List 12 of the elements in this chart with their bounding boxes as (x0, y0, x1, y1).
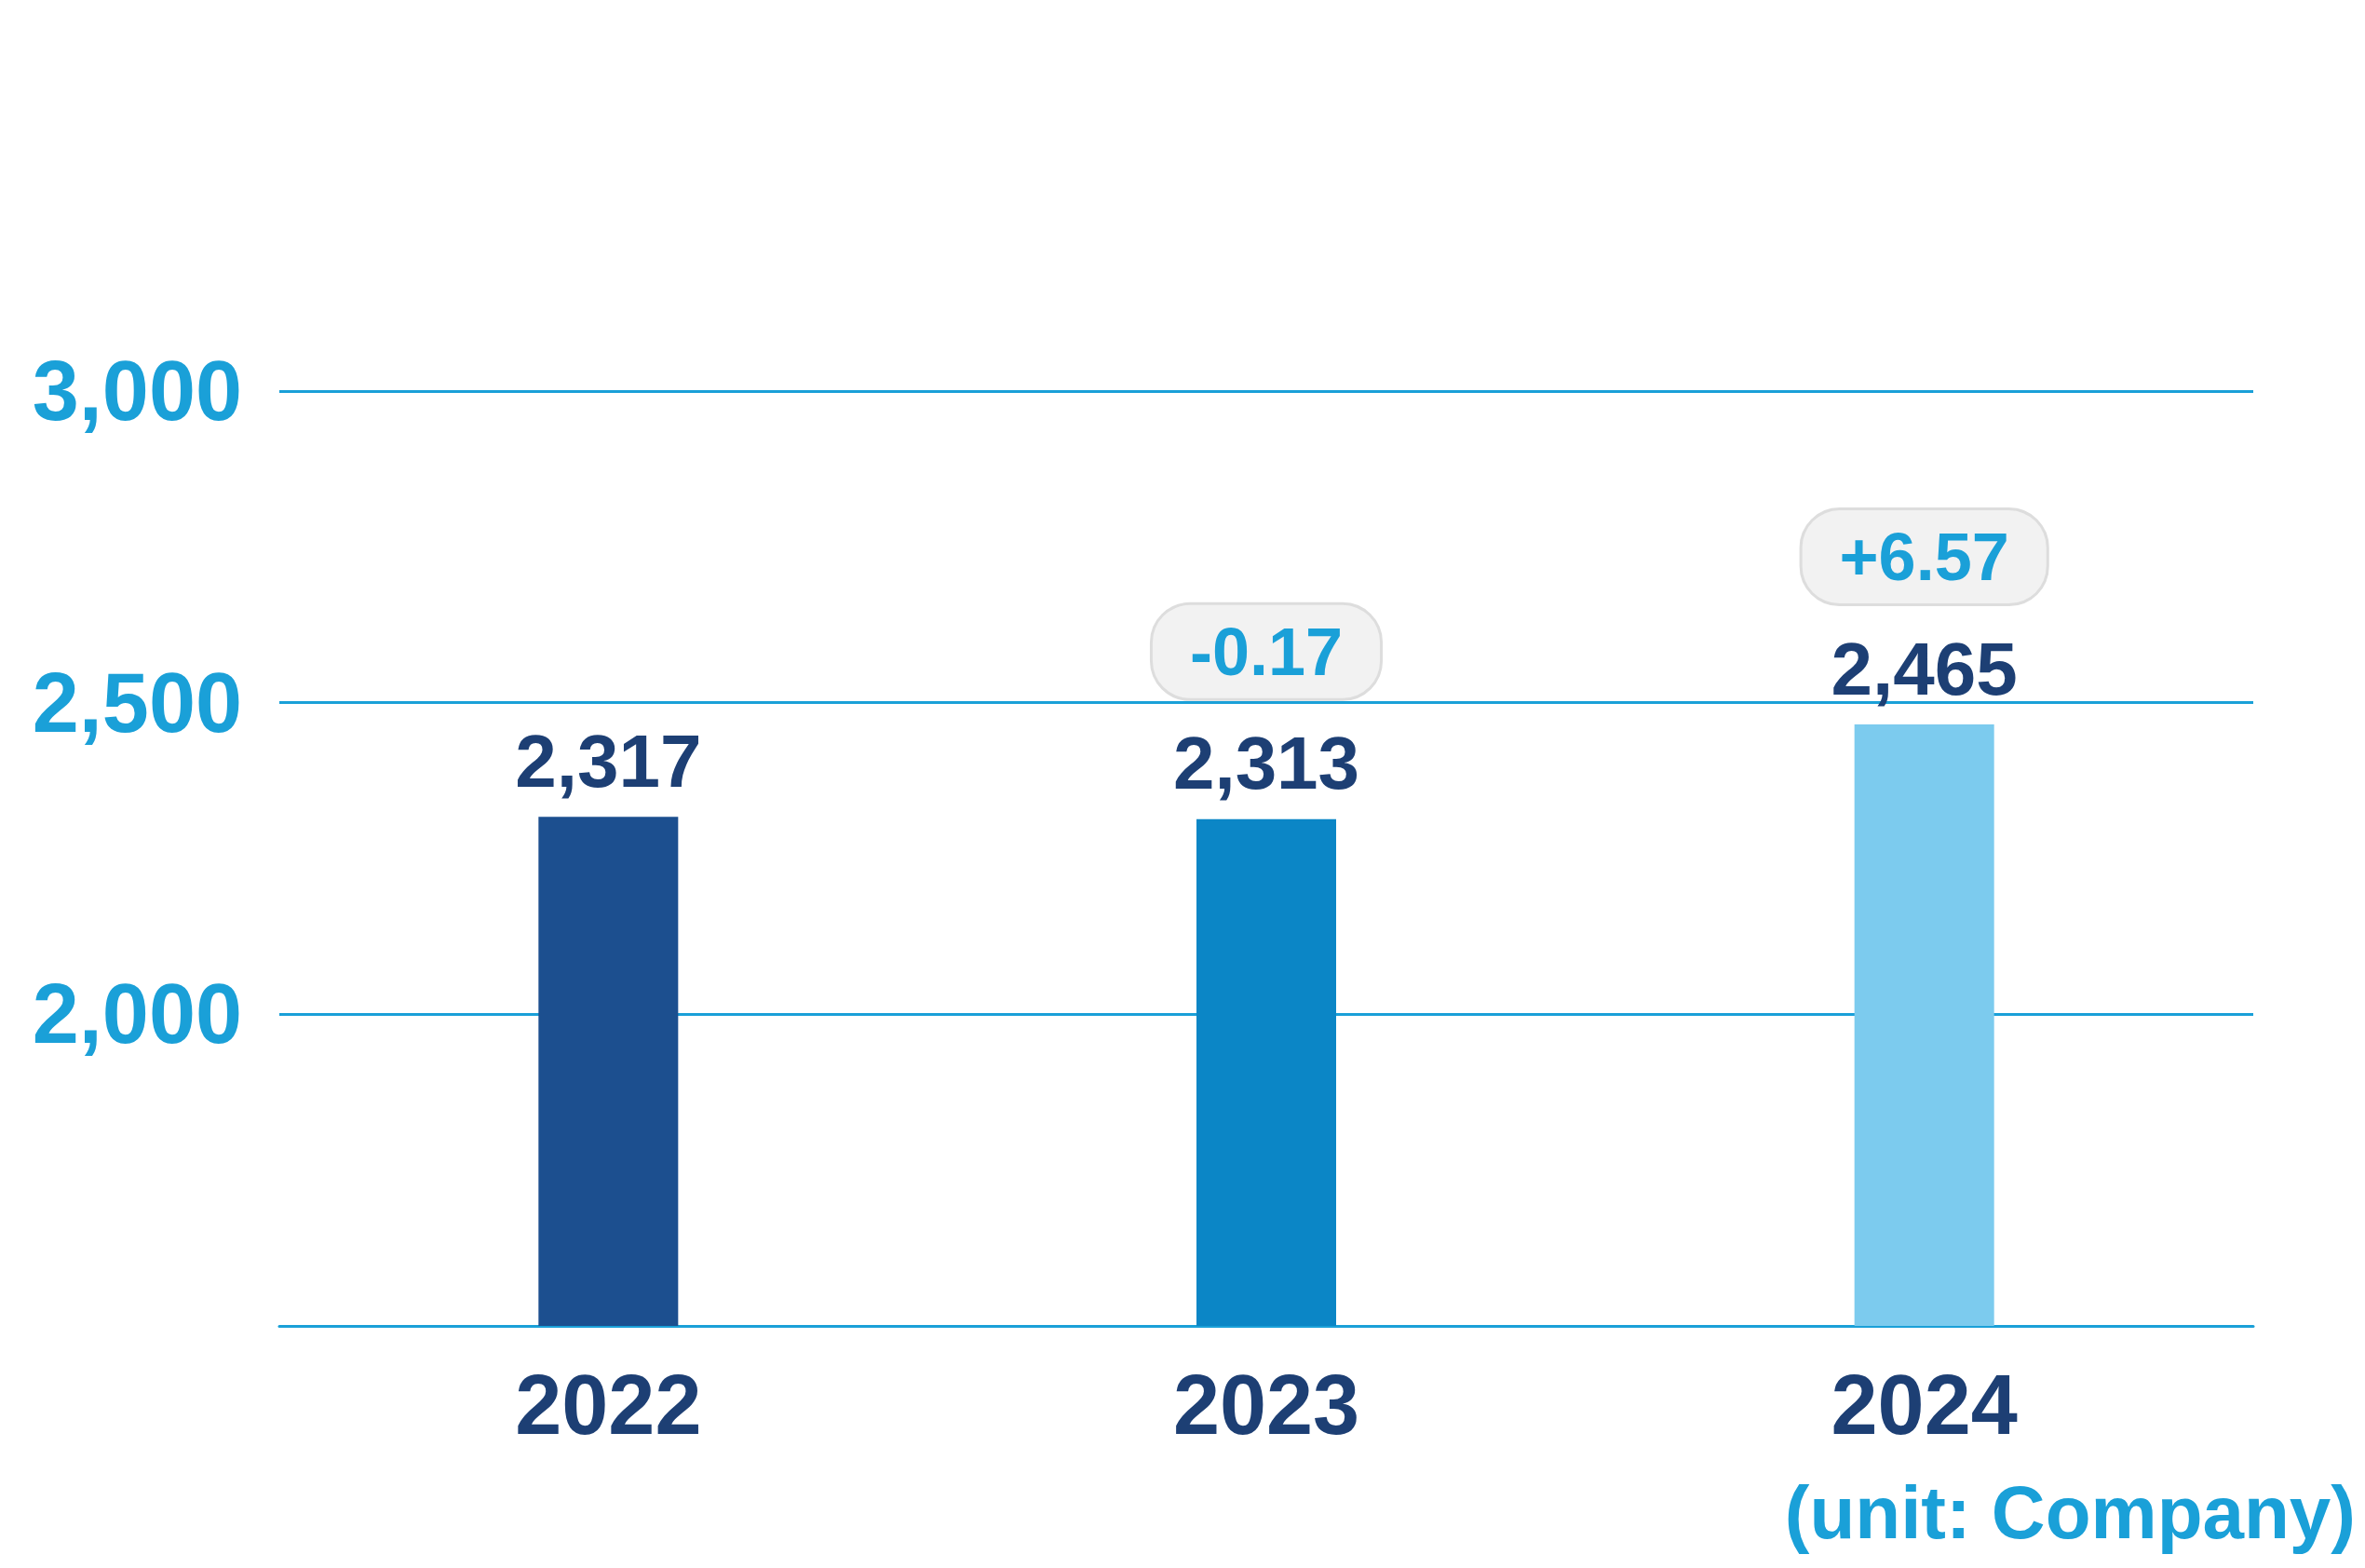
data-label: 2,317 (515, 719, 702, 803)
x-tick-label: 2023 (1172, 1358, 1360, 1452)
annotation: +6.57 (1839, 520, 2009, 595)
y-tick-label: 2,500 (32, 656, 242, 750)
x-tick-label: 2024 (1831, 1358, 2018, 1452)
text: (unit: Company) (1784, 1470, 2357, 1554)
x-tick-label: 2022 (515, 1358, 702, 1452)
data-label: 2,465 (1831, 627, 2018, 710)
y-tick-label: 3,000 (32, 345, 242, 438)
y-tick-label: 2,000 (32, 967, 242, 1061)
data-label: 2,313 (1172, 722, 1360, 805)
annotation: -0.17 (1189, 614, 1344, 689)
